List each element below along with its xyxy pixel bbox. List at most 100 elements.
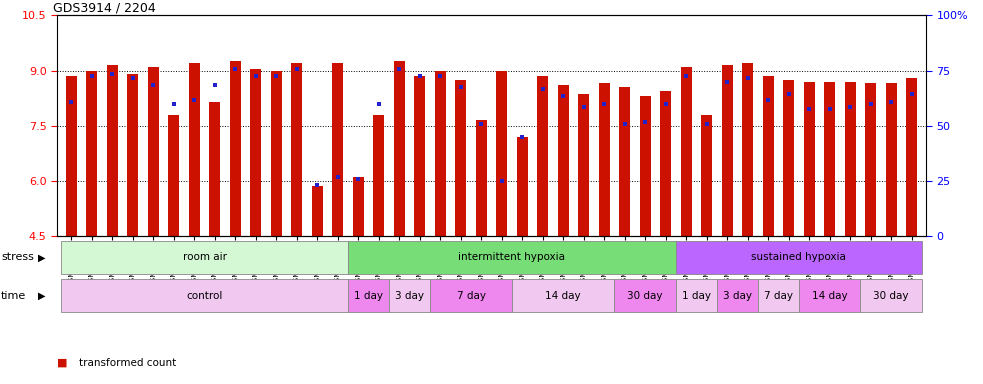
- Bar: [803, 82, 815, 236]
- Text: sustained hypoxia: sustained hypoxia: [751, 252, 846, 262]
- Bar: [230, 61, 241, 236]
- Point: [433, 73, 448, 79]
- Point: [658, 101, 673, 107]
- Point: [412, 73, 428, 79]
- Text: ■: ■: [57, 358, 68, 368]
- Bar: [512, 279, 614, 312]
- Point: [493, 178, 509, 184]
- Bar: [824, 82, 836, 236]
- Bar: [701, 115, 713, 236]
- Point: [474, 121, 490, 127]
- Text: control: control: [187, 291, 223, 301]
- Text: GDS3914 / 2204: GDS3914 / 2204: [53, 1, 155, 14]
- Bar: [332, 63, 343, 236]
- Bar: [348, 279, 389, 312]
- Bar: [578, 94, 590, 236]
- Text: stress: stress: [1, 252, 33, 262]
- Bar: [763, 76, 774, 236]
- Bar: [414, 76, 426, 236]
- Text: transformed count: transformed count: [79, 358, 176, 368]
- Point: [555, 93, 571, 99]
- Text: intermittent hypoxia: intermittent hypoxia: [458, 252, 565, 262]
- Point: [740, 75, 756, 81]
- Text: 30 day: 30 day: [627, 291, 663, 301]
- Bar: [189, 63, 200, 236]
- Text: 14 day: 14 day: [546, 291, 581, 301]
- Bar: [455, 80, 466, 236]
- Bar: [676, 241, 922, 274]
- Bar: [348, 241, 676, 274]
- Point: [145, 82, 161, 88]
- Bar: [87, 71, 97, 236]
- Point: [514, 134, 530, 140]
- Bar: [61, 241, 348, 274]
- Point: [166, 101, 182, 107]
- Bar: [742, 63, 753, 236]
- Point: [678, 73, 694, 79]
- Point: [597, 101, 612, 107]
- Bar: [496, 71, 507, 236]
- Bar: [312, 187, 323, 236]
- Bar: [270, 71, 282, 236]
- Text: 30 day: 30 day: [873, 291, 909, 301]
- Text: 3 day: 3 day: [723, 291, 752, 301]
- Bar: [557, 85, 569, 236]
- Text: 3 day: 3 day: [395, 291, 424, 301]
- Bar: [209, 102, 220, 236]
- Point: [617, 121, 633, 127]
- Text: 1 day: 1 day: [354, 291, 383, 301]
- Bar: [619, 87, 630, 236]
- Bar: [434, 71, 446, 236]
- Point: [187, 97, 202, 103]
- Text: room air: room air: [183, 252, 226, 262]
- Bar: [517, 137, 528, 236]
- Point: [863, 101, 879, 107]
- Bar: [127, 74, 139, 236]
- Point: [125, 75, 141, 81]
- Point: [330, 174, 346, 180]
- Bar: [107, 65, 118, 236]
- Bar: [599, 83, 609, 236]
- Bar: [374, 115, 384, 236]
- Point: [842, 104, 858, 111]
- Point: [248, 73, 263, 79]
- Point: [801, 106, 817, 112]
- Point: [227, 66, 243, 72]
- Point: [207, 82, 223, 88]
- Text: 1 day: 1 day: [682, 291, 711, 301]
- Point: [760, 97, 776, 103]
- Bar: [640, 96, 651, 236]
- Text: 7 day: 7 day: [764, 291, 793, 301]
- Bar: [717, 279, 758, 312]
- Point: [576, 104, 592, 111]
- Point: [289, 66, 305, 72]
- Text: time: time: [1, 291, 27, 301]
- Point: [884, 99, 899, 105]
- Bar: [722, 65, 732, 236]
- Bar: [251, 69, 261, 236]
- Bar: [147, 67, 159, 236]
- Bar: [537, 76, 549, 236]
- Point: [535, 86, 550, 92]
- Bar: [168, 115, 180, 236]
- Bar: [758, 279, 799, 312]
- Point: [699, 121, 715, 127]
- Bar: [844, 82, 856, 236]
- Bar: [860, 279, 922, 312]
- Bar: [353, 177, 364, 236]
- Point: [781, 91, 796, 98]
- Text: ▶: ▶: [37, 291, 45, 301]
- Point: [268, 73, 284, 79]
- Bar: [291, 63, 303, 236]
- Point: [64, 99, 80, 105]
- Point: [391, 66, 407, 72]
- Bar: [865, 83, 876, 236]
- Bar: [906, 78, 917, 236]
- Bar: [799, 279, 860, 312]
- Point: [720, 79, 735, 85]
- Bar: [66, 76, 77, 236]
- Bar: [886, 83, 896, 236]
- Bar: [614, 279, 676, 312]
- Text: 7 day: 7 day: [456, 291, 486, 301]
- Point: [104, 71, 120, 77]
